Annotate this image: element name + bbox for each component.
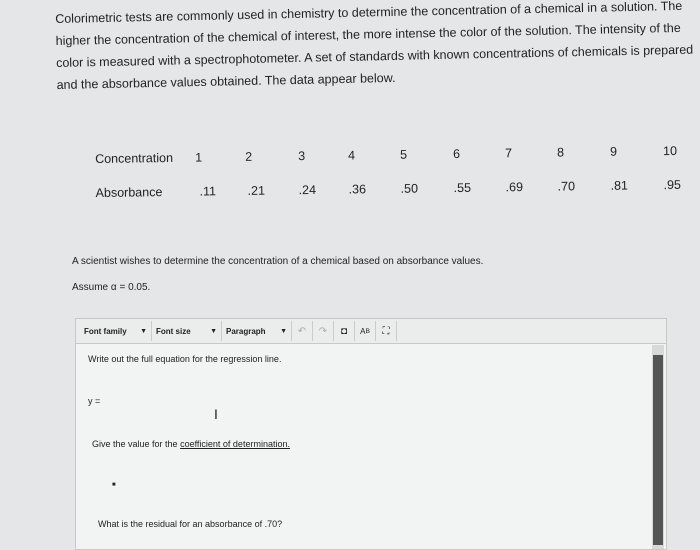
caret-down-icon: ▼ (140, 327, 147, 335)
concentration-cell: 7 (505, 146, 513, 161)
caret-down-icon: ▼ (280, 327, 287, 335)
question-text: A scientist wishes to determine the conc… (72, 256, 484, 267)
absorbance-cell: .69 (505, 180, 524, 195)
assumption-text: Assume α = 0.05. (72, 282, 151, 293)
concentration-cell: 3 (298, 149, 306, 164)
bullet-icon: ■ (112, 482, 116, 488)
scrollbar-thumb[interactable] (653, 355, 663, 545)
rich-text-editor[interactable]: Font family ▼ Font size ▼ Paragraph ▼ ↶ ↷ ◘… (75, 318, 667, 550)
font-size-label: Font size (156, 326, 191, 336)
text-cursor-icon: I (214, 406, 218, 422)
paragraph-select[interactable]: Paragraph ▼ (222, 321, 292, 341)
editor-toolbar: Font family ▼ Font size ▼ Paragraph ▼ ↶ ↷ ◘… (76, 319, 666, 344)
find-binoculars-icon[interactable]: ◘ (334, 321, 355, 341)
concentration-cell: 2 (245, 149, 253, 164)
concentration-cell: 4 (348, 148, 356, 163)
prompt-regression: Write out the full equation for the regr… (88, 354, 282, 364)
concentration-cell: 5 (400, 147, 408, 162)
paragraph-label: Paragraph (226, 326, 266, 336)
coefficient-link[interactable]: coefficient of determination. (180, 439, 290, 449)
concentration-cell: 8 (557, 145, 565, 160)
caret-down-icon: ▼ (210, 327, 217, 335)
absorbance-cell: .11 (199, 184, 217, 199)
absorbance-cell: .81 (610, 178, 629, 193)
redo-icon[interactable]: ↷ (313, 321, 334, 341)
answer-regression[interactable]: y = (88, 396, 101, 406)
prompt-coefficient: Give the value for the coefficient of de… (92, 439, 290, 449)
undo-icon[interactable]: ↶ (292, 321, 313, 341)
data-table: Concentration Absorbance 1 2 3 4 5 6 7 8… (95, 140, 696, 208)
absorbance-cell: .21 (247, 183, 266, 198)
editor-scrollbar[interactable] (652, 345, 664, 549)
absorbance-cell: .36 (348, 182, 367, 197)
prompt-coefficient-text: Give the value for the (92, 439, 181, 449)
row-label-absorbance: Absorbance (95, 185, 163, 200)
font-size-select[interactable]: Font size ▼ (152, 321, 222, 341)
absorbance-cell: .50 (400, 181, 419, 196)
font-family-select[interactable]: Font family ▼ (80, 321, 152, 341)
absorbance-cell: .55 (453, 180, 472, 195)
absorbance-cell: .95 (663, 177, 682, 193)
concentration-cell: 6 (453, 146, 461, 161)
fullscreen-icon[interactable]: ⛶ (376, 321, 397, 341)
concentration-cell: 1 (195, 150, 203, 165)
concentration-cell: 10 (663, 143, 678, 159)
intro-paragraph: Colorimetric tests are commonly used in … (55, 0, 694, 92)
font-family-label: Font family (84, 326, 127, 336)
concentration-cell: 9 (610, 144, 618, 159)
prompt-residual: What is the residual for an absorbance o… (98, 519, 283, 529)
absorbance-cell: .70 (557, 179, 576, 194)
absorbance-cell: .24 (298, 182, 317, 198)
row-label-concentration: Concentration (95, 150, 174, 166)
